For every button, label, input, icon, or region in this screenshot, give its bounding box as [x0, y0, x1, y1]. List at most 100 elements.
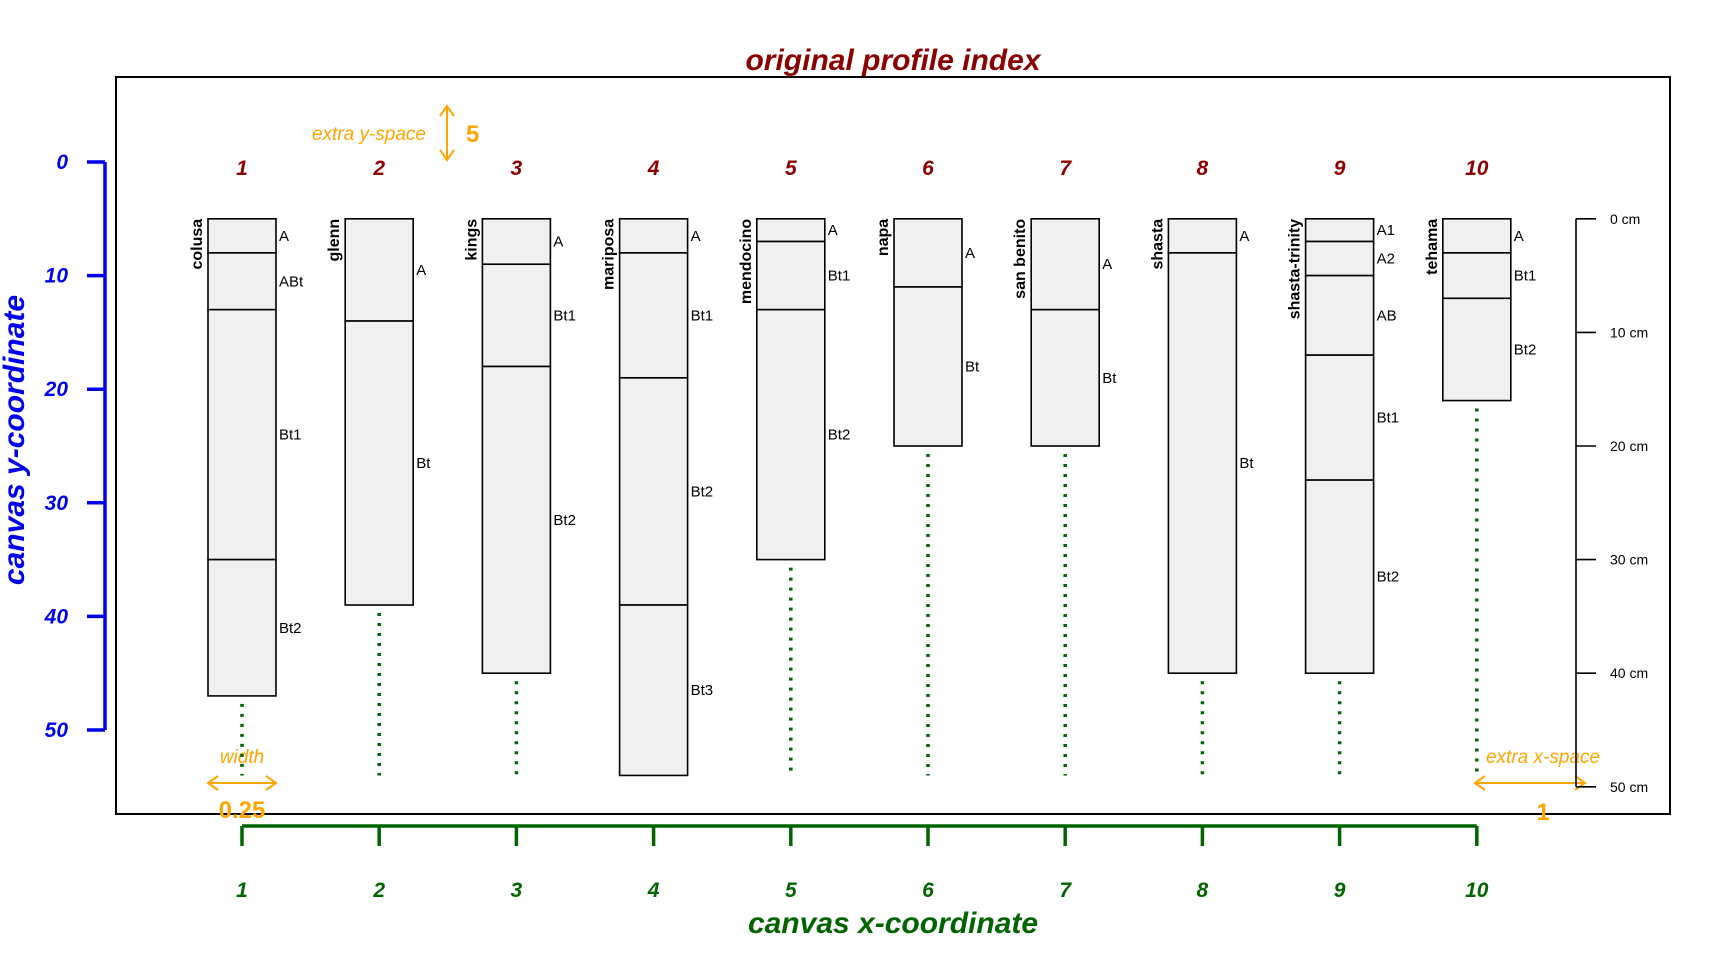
profile-index-label: 4	[647, 157, 660, 180]
horizon-label: ABt	[279, 273, 304, 290]
depth-axis: 0 cm 10 cm 20 cm 30 cm 40 cm 50 cm	[1575, 211, 1648, 795]
profile-index-label: 6	[922, 157, 934, 180]
horizon-label: Bt2	[1377, 569, 1400, 586]
x-tick-label: 9	[1334, 879, 1346, 902]
horizon-rect	[481, 263, 552, 368]
depth-tick-label: 40 cm	[1610, 665, 1648, 681]
x-tick-label: 10	[1465, 879, 1489, 902]
y-tick-label: 50	[45, 719, 69, 742]
horizon-rect	[344, 320, 415, 606]
plot-title: original profile index	[745, 44, 1041, 77]
horizon-rect	[755, 240, 826, 311]
y-tick-label: 0	[56, 151, 68, 174]
horizon-rect	[755, 218, 826, 243]
extra-y-space-arrow-head-bottom	[439, 149, 455, 162]
x-tick-label: 7	[1059, 879, 1072, 902]
profile-name-label: shasta-trinity	[1287, 219, 1304, 320]
y-tick-label: 40	[44, 605, 69, 628]
width-value: 0.25	[219, 797, 266, 824]
width-annotation: width 0.25	[206, 747, 278, 824]
horizon-label: Bt2	[279, 620, 302, 637]
x-tick-label: 3	[511, 879, 523, 902]
plot-frame	[115, 76, 1671, 815]
x-tick-label: 6	[922, 879, 934, 902]
x-tick-label: 1	[236, 879, 248, 902]
profile-name-label: napa	[875, 219, 892, 256]
horizon-label: A2	[1377, 251, 1395, 268]
horizon-label: A	[1514, 228, 1524, 245]
profile-kings: 3 A Bt1 Bt2 kings	[463, 157, 576, 776]
profile-colusa: 1 A ABt Bt1 Bt2 colusa	[189, 157, 304, 776]
depth-tick-label: 20 cm	[1610, 438, 1648, 454]
horizon-rect	[618, 377, 689, 606]
horizon-rect	[1442, 297, 1512, 402]
profile-index-label: 2	[372, 157, 385, 180]
horizon-rect	[1442, 218, 1512, 254]
horizon-label: A	[553, 234, 563, 251]
profile-index-label: 9	[1334, 157, 1346, 180]
horizon-label: A	[1239, 228, 1249, 245]
horizon-rect	[481, 218, 552, 266]
width-arrow-head-left	[206, 775, 219, 791]
horizon-rect	[1167, 218, 1238, 254]
extra-x-space-arrow-head-left	[1473, 775, 1486, 791]
profile-name-label: kings	[463, 219, 480, 261]
profile-shasta: 8 A Bt shasta	[1149, 157, 1254, 776]
horizon-label: A	[1102, 256, 1112, 273]
horizon-label: Bt1	[279, 427, 302, 444]
profile-shasta-trinity: 9 A1 A2 AB Bt1 Bt2 shasta-trinity	[1287, 157, 1400, 776]
horizon-label: Bt2	[828, 427, 851, 444]
profile-index-label: 1	[236, 157, 248, 180]
extra-x-space-label: extra x-space	[1486, 747, 1600, 768]
width-label: width	[220, 747, 264, 768]
y-tick-label: 30	[45, 492, 69, 515]
y-axis: 0 10 20 30 40 50	[44, 151, 107, 742]
extra-x-space-arrow-head-right	[1574, 775, 1587, 791]
width-arrow-head-right	[265, 775, 278, 791]
profile-index-label: 10	[1465, 157, 1489, 180]
horizon-label: A1	[1377, 222, 1395, 239]
horizon-label: Bt1	[1514, 268, 1537, 285]
extra-y-space-value: 5	[466, 121, 479, 148]
depth-tick-label: 50 cm	[1610, 779, 1648, 795]
horizon-label: A	[691, 228, 701, 245]
horizon-label: Bt	[1102, 370, 1117, 387]
x-tick-label: 2	[372, 879, 385, 902]
horizon-label: Bt2	[1514, 341, 1537, 358]
horizon-rect	[344, 218, 415, 322]
depth-tick-label: 0 cm	[1610, 211, 1640, 227]
horizon-rect	[1030, 308, 1100, 447]
horizon-label: Bt1	[1377, 410, 1400, 427]
y-axis-title: canvas y-coordinate	[0, 295, 31, 585]
horizon-rect	[207, 252, 277, 311]
profile-san-benito: 7 A Bt san benito	[1012, 157, 1117, 776]
horizon-rect	[481, 365, 552, 675]
profile-glenn: 2 A Bt glenn	[326, 157, 431, 776]
horizon-label: Bt2	[691, 483, 714, 500]
horizon-rect	[207, 218, 277, 254]
x-tick-label: 4	[647, 879, 660, 902]
horizon-label: Bt1	[691, 307, 714, 324]
horizon-label: Bt1	[828, 268, 851, 285]
horizon-label: A	[279, 228, 289, 245]
horizon-label: A	[965, 245, 975, 262]
extra-y-space-arrow-head-top	[439, 104, 455, 117]
horizon-label: A	[416, 262, 426, 279]
extra-x-space-value: 1	[1536, 799, 1549, 826]
profile-name-label: mendocino	[738, 219, 755, 305]
horizon-rect	[1304, 479, 1375, 674]
horizon-label: Bt	[416, 455, 431, 472]
horizon-rect	[1304, 218, 1375, 243]
horizon-rect	[618, 218, 689, 254]
profile-name-label: glenn	[326, 219, 343, 262]
horizon-rect	[1030, 218, 1100, 311]
horizon-label: Bt	[965, 358, 980, 375]
extra-y-space-annotation: extra y-space 5	[312, 104, 479, 162]
horizon-rect	[893, 286, 963, 447]
x-tick-label: 8	[1197, 879, 1209, 902]
x-tick-label: 5	[785, 879, 797, 902]
profile-name-label: san benito	[1012, 219, 1029, 299]
horizon-rect	[893, 218, 963, 288]
extra-y-space-label: extra y-space	[312, 124, 426, 145]
